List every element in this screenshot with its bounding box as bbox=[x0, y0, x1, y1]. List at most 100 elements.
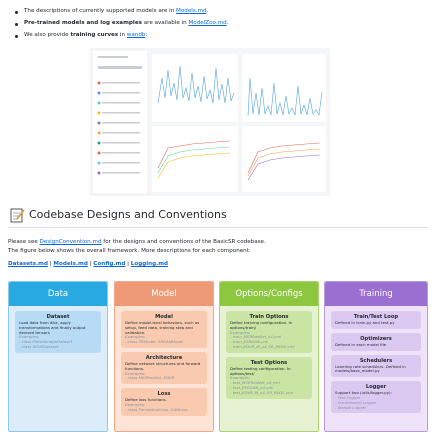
example: - Tensorboard Logger bbox=[335, 399, 377, 405]
link[interactable]: ModelZoo.md bbox=[188, 20, 227, 26]
box-description: Load data from disk, apply transformatio… bbox=[19, 320, 86, 335]
box-title: Dataset bbox=[46, 314, 70, 320]
example: - train_ESRGAN.yml bbox=[230, 339, 269, 345]
box-description: Define network structures and forward fu… bbox=[125, 360, 201, 371]
component-box: Optimizers Defined in each model file bbox=[331, 332, 421, 351]
component-box: Logger Support two (utils/logger.py): - Te… bbox=[331, 381, 421, 414]
component-box: Architecture Define network structures an… bbox=[121, 351, 207, 385]
example: - test_ESRGAN_x4.yml bbox=[230, 384, 274, 390]
bullet bbox=[15, 35, 18, 38]
curve bbox=[247, 154, 321, 181]
panel bbox=[242, 54, 326, 122]
memo-icon bbox=[10, 208, 25, 223]
component-box: Dataset Load data from disk, apply transf… bbox=[15, 311, 101, 353]
component-box: Model Define model-level behaviors, such … bbox=[121, 311, 207, 348]
list-item: Pre-trained models and log examples are … bbox=[24, 19, 228, 27]
box-description: Define model-level behaviors, such as se… bbox=[125, 320, 200, 335]
curve bbox=[247, 148, 321, 177]
text: : bbox=[145, 32, 148, 38]
text: . bbox=[226, 20, 229, 26]
box-title: Logger bbox=[365, 384, 387, 391]
text: Please see bbox=[8, 239, 40, 245]
column-title: Data bbox=[9, 282, 107, 306]
text: in bbox=[118, 32, 127, 38]
examples-label: Examples: bbox=[125, 334, 146, 340]
paragraph: Please see DesignConvention.md for the d… bbox=[8, 238, 266, 246]
link[interactable]: Logging.md bbox=[130, 261, 169, 267]
curve bbox=[247, 77, 323, 117]
bullet bbox=[15, 11, 18, 14]
box-description: Support two (utils/logger.py): bbox=[335, 390, 392, 396]
curve bbox=[247, 142, 321, 174]
bold-text: Pre-trained models and log examples bbox=[24, 20, 142, 26]
component-box: Test Options Define testing configuration… bbox=[226, 356, 312, 399]
example: - train_MSRResNet_x4.yml bbox=[230, 334, 282, 340]
example: - class PairedImageDataset bbox=[19, 339, 73, 345]
divider bbox=[8, 227, 428, 228]
text: . bbox=[206, 8, 209, 14]
list-item: We also provide training curves in wandb… bbox=[24, 31, 147, 39]
curve bbox=[157, 140, 231, 169]
column-body: Dataset Load data from disk, apply transf… bbox=[9, 306, 107, 358]
link[interactable]: Models.md bbox=[53, 261, 88, 267]
sidebar-dots bbox=[97, 81, 101, 175]
text: We also provide bbox=[24, 32, 71, 38]
component-box: Schedulers Learning rate schedulers. Defi… bbox=[331, 354, 421, 378]
example: - class SRModel, SRGANModel bbox=[125, 339, 184, 345]
column: Training Train/Test Loop Defined in train.… bbox=[324, 281, 428, 432]
separator: | bbox=[89, 261, 92, 267]
examples-label: Examples: bbox=[230, 375, 251, 381]
box-title: Architecture bbox=[145, 354, 183, 361]
link[interactable]: wandb bbox=[126, 32, 146, 38]
list-item: The descriptions of currently supported … bbox=[24, 7, 208, 15]
box-description: Define loss functions. bbox=[125, 397, 167, 403]
panel bbox=[242, 126, 326, 192]
text: for the designs and conventions of the B… bbox=[101, 239, 266, 245]
column-body: Model Define model-level behaviors, such … bbox=[115, 306, 213, 421]
box-description: Defined in train.py and test.py bbox=[335, 320, 395, 325]
curve bbox=[157, 65, 235, 104]
box-title: Test Options bbox=[250, 359, 288, 366]
link[interactable]: DesignConvention.md bbox=[39, 239, 102, 245]
bullet bbox=[15, 23, 18, 26]
column: Options/Configs Train Options Define train… bbox=[219, 281, 319, 432]
wandb-screenshot bbox=[90, 48, 330, 196]
box-description: Learning rate schedulers. Defined in mod… bbox=[335, 363, 406, 374]
box-title: Model bbox=[155, 314, 173, 320]
text: The descriptions of currently supported … bbox=[24, 8, 177, 14]
panel bbox=[152, 126, 238, 192]
example: - test_MSRResNet_x4.yml bbox=[230, 380, 280, 386]
curve bbox=[157, 152, 231, 179]
column-title: Options/Configs bbox=[220, 282, 318, 306]
paragraph: The figure below shows the overall frame… bbox=[8, 248, 251, 254]
panel bbox=[152, 54, 238, 122]
curve bbox=[157, 146, 231, 174]
box-description: Define testing configuration. In options… bbox=[230, 365, 291, 376]
example: - class REDSDataset bbox=[19, 343, 59, 349]
examples-label: Examples: bbox=[230, 329, 251, 335]
sidebar-rows bbox=[98, 56, 142, 174]
box-description: Defined in each model file bbox=[335, 341, 387, 347]
examples-label: Examples: bbox=[19, 334, 40, 340]
column: Model Model Define model-level behaviors, … bbox=[114, 281, 214, 432]
component-box: Train Options Define training configurati… bbox=[226, 311, 312, 353]
column: Data Dataset Load data from disk, apply tr… bbox=[8, 281, 108, 432]
link[interactable]: Config.md bbox=[93, 261, 126, 267]
example: - test_EDVR_M_x4_SR_REDS.yml bbox=[230, 389, 294, 395]
framework-diagram: Data Dataset Load data from disk, apply tr… bbox=[8, 281, 428, 432]
column-title: Training bbox=[325, 282, 427, 306]
component-box: Train/Test Loop Defined in train.py and t… bbox=[331, 311, 421, 329]
examples-label: Examples: bbox=[125, 370, 146, 376]
separator: | bbox=[127, 261, 129, 267]
column-body: Train/Test Loop Defined in train.py and t… bbox=[325, 306, 427, 418]
link[interactable]: Models.md bbox=[176, 8, 207, 14]
box-title: Train/Test Loop bbox=[353, 314, 399, 320]
separator: | bbox=[49, 261, 52, 267]
examples-label: Examples: bbox=[125, 401, 146, 407]
example: - class MSRResNet, EDVR bbox=[125, 375, 175, 381]
link[interactable]: Datasets.md bbox=[8, 261, 48, 267]
bold-text: training curves bbox=[70, 32, 119, 38]
heading: Codebase Designs and Conventions bbox=[29, 208, 227, 221]
column-body: Train Options Define training configurati… bbox=[220, 306, 318, 404]
